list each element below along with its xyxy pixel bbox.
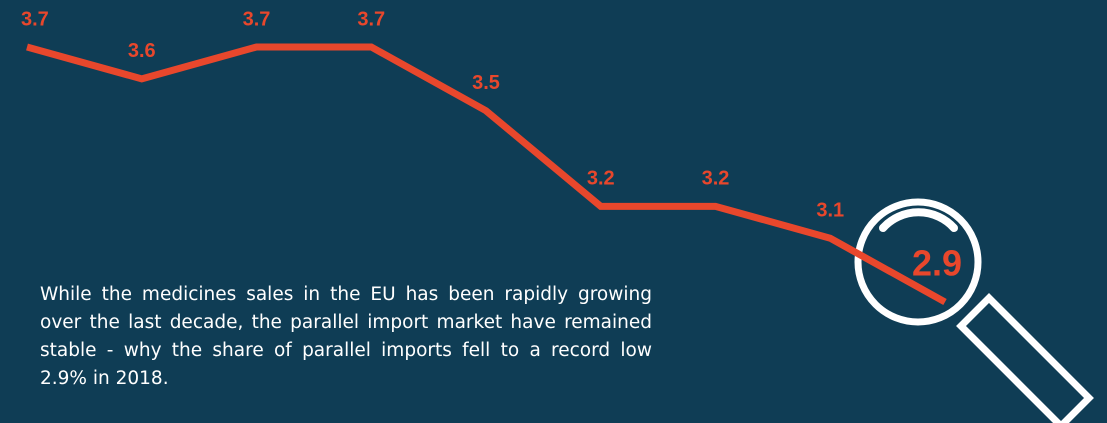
data-label: 3.6 bbox=[128, 40, 156, 62]
data-label: 3.7 bbox=[21, 8, 49, 30]
magnifier-icon bbox=[854, 198, 1094, 423]
line bbox=[26, 43, 947, 306]
data-label: 3.5 bbox=[472, 72, 500, 94]
annotation: While the medicines sales in the EU has … bbox=[40, 284, 652, 389]
data-label: 3.7 bbox=[357, 8, 385, 30]
data-label: 3.2 bbox=[702, 168, 730, 190]
data-label: 3.1 bbox=[816, 200, 844, 222]
lens-highlight bbox=[879, 208, 958, 232]
data-label: 3.7 bbox=[243, 8, 271, 30]
lens bbox=[854, 198, 982, 326]
data-label: 2.9 bbox=[912, 243, 962, 284]
data-label: 3.2 bbox=[587, 168, 615, 190]
handle bbox=[956, 293, 1094, 423]
